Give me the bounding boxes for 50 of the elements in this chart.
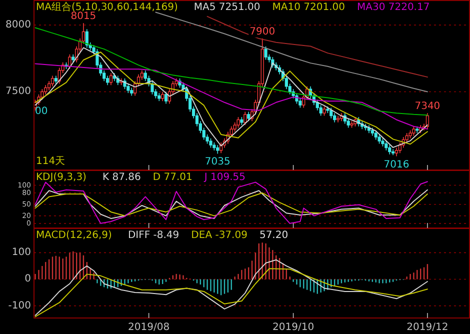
annotation: 7900 (250, 26, 276, 38)
text: DIFF -8.49 (128, 230, 180, 241)
candlestick (44, 84, 48, 95)
candlestick (236, 116, 240, 128)
line-series (155, 12, 428, 92)
candlestick (298, 98, 302, 108)
annotation: 00 (35, 106, 48, 117)
line-series (34, 268, 428, 318)
text: DEA -37.09 (191, 230, 248, 241)
candlestick (336, 115, 340, 123)
y-tick-label: 100 (12, 247, 31, 258)
candlestick (161, 91, 164, 102)
x-tick-label: 2019/10 (272, 322, 314, 333)
candlestick (50, 75, 54, 87)
y-tick-label: 7500 (6, 86, 31, 98)
candlestick (378, 134, 381, 144)
candlestick (209, 138, 212, 148)
y-tick-label: -100 (8, 300, 31, 312)
line-series (34, 259, 428, 316)
y-tick-label: 0 (24, 274, 31, 285)
y-tick-label: 8000 (6, 20, 31, 31)
annotation: 7340 (414, 101, 440, 112)
candlestick (384, 140, 388, 151)
annotation: 7016 (384, 159, 410, 170)
candlestick (412, 126, 416, 136)
text: MA30 7220.17 (356, 2, 430, 13)
annotation: 57.20 (259, 230, 288, 241)
annotation: 114天 (36, 156, 66, 167)
text: MA10 7201.00 (272, 2, 345, 13)
series-label: J 109.55 (203, 172, 246, 183)
x-tick-label: 2019/12 (406, 322, 448, 333)
candlestick (322, 106, 326, 116)
text: D 77.01 (152, 172, 192, 183)
chart-title: MACD(12,26,9) (36, 230, 112, 241)
candlestick (244, 111, 247, 126)
x-tick-label: 2019/08 (128, 322, 170, 333)
candlestick (264, 46, 268, 60)
annotation: 7035 (204, 156, 230, 168)
candlestick (388, 144, 392, 155)
chart-title: KDJ(9,3,3) (36, 172, 87, 183)
annotation: 8015 (70, 11, 96, 22)
candlestick (85, 28, 88, 48)
candlestick (164, 91, 168, 104)
candlestick (68, 54, 72, 70)
text: MA5 7251.00 (194, 2, 260, 13)
candlestick (109, 72, 113, 86)
text: K 87.86 (102, 172, 141, 183)
chart-title: MA组合(5,10,30,60,144,169) (36, 1, 178, 13)
line-series (34, 181, 428, 224)
line-series (206, 16, 428, 78)
